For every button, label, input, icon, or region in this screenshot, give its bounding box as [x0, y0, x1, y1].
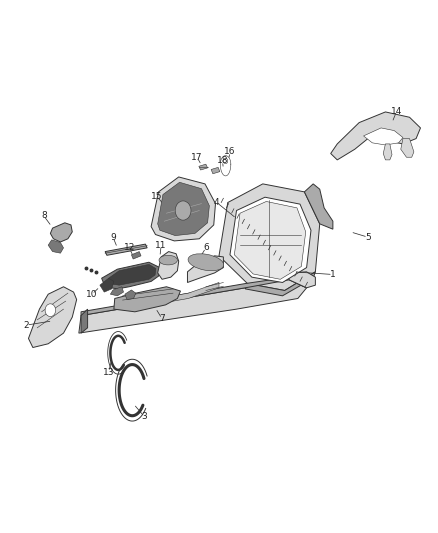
- Text: 16: 16: [224, 148, 236, 156]
- Circle shape: [45, 304, 56, 317]
- Circle shape: [223, 158, 228, 164]
- Text: 13: 13: [103, 368, 114, 376]
- Polygon shape: [81, 309, 88, 333]
- Polygon shape: [289, 272, 315, 288]
- Polygon shape: [79, 280, 307, 333]
- Text: 15: 15: [151, 192, 162, 200]
- Polygon shape: [219, 184, 320, 290]
- Polygon shape: [105, 244, 147, 255]
- Text: 18: 18: [217, 157, 228, 165]
- Text: 8: 8: [41, 212, 47, 220]
- Polygon shape: [158, 252, 179, 279]
- Polygon shape: [331, 112, 420, 160]
- Text: 6: 6: [203, 244, 209, 252]
- Polygon shape: [234, 201, 306, 279]
- Text: 3: 3: [141, 413, 148, 421]
- Text: 14: 14: [391, 108, 402, 116]
- Text: 5: 5: [365, 233, 371, 241]
- Polygon shape: [230, 197, 311, 282]
- Circle shape: [175, 201, 191, 220]
- Polygon shape: [131, 252, 141, 259]
- Polygon shape: [383, 144, 392, 160]
- Polygon shape: [127, 282, 219, 309]
- Polygon shape: [125, 290, 136, 300]
- Polygon shape: [102, 262, 160, 289]
- Polygon shape: [100, 278, 114, 292]
- Polygon shape: [48, 240, 64, 253]
- Polygon shape: [364, 128, 403, 145]
- Text: 9: 9: [110, 233, 116, 241]
- Polygon shape: [401, 139, 414, 157]
- Polygon shape: [114, 287, 180, 312]
- Ellipse shape: [159, 255, 177, 265]
- Ellipse shape: [188, 254, 224, 271]
- Text: 17: 17: [191, 153, 203, 161]
- Polygon shape: [199, 164, 208, 170]
- Polygon shape: [304, 184, 333, 229]
- Polygon shape: [151, 177, 215, 241]
- Polygon shape: [158, 182, 209, 236]
- Polygon shape: [245, 272, 315, 296]
- Polygon shape: [211, 167, 220, 174]
- Text: 7: 7: [159, 314, 165, 323]
- Text: 11: 11: [155, 241, 167, 249]
- Polygon shape: [81, 277, 307, 316]
- Text: 2: 2: [24, 321, 29, 329]
- Text: 10: 10: [86, 290, 98, 298]
- Text: 1: 1: [330, 270, 336, 279]
- Polygon shape: [109, 264, 156, 285]
- Polygon shape: [187, 256, 223, 282]
- Polygon shape: [28, 287, 77, 348]
- Polygon shape: [110, 287, 124, 296]
- Text: 12: 12: [124, 244, 135, 252]
- Polygon shape: [50, 223, 72, 242]
- Text: 4: 4: [214, 198, 219, 207]
